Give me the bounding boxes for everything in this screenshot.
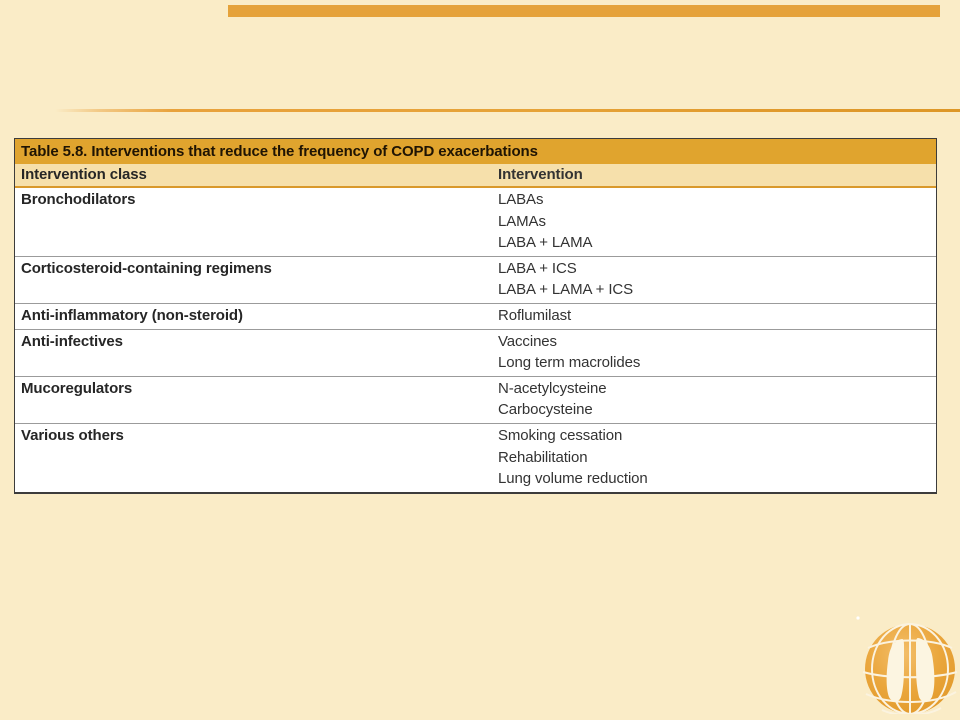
intervention-class-cell: Bronchodilators	[21, 191, 136, 208]
intervention-item: LABA + LAMA + ICS	[498, 281, 634, 299]
table-row: Anti-inflammatory (non-steroid) Roflumila…	[15, 302, 936, 329]
intervention-item: LABA + LAMA	[498, 234, 593, 252]
intervention-item: Rehabilitation	[498, 448, 588, 466]
table-body: Bronchodilators LABAs LAMAs LABA + LAMA Cort…	[15, 188, 936, 492]
intervention-cell: Smoking cessation Rehabilitation Lung volu…	[498, 425, 936, 490]
intervention-cell: Vaccines Long term macrolides	[498, 331, 936, 374]
intervention-item: Lung volume reduction	[498, 470, 648, 488]
column-header-intervention: Intervention	[498, 166, 583, 183]
intervention-item: N-acetylcysteine	[498, 379, 607, 397]
intervention-cell: Roflumilast	[498, 305, 936, 327]
slide-title-bar	[228, 5, 940, 17]
intervention-item: LAMAs	[498, 212, 546, 230]
table-header-row: Intervention class Intervention	[15, 164, 936, 188]
intervention-class-cell: Mucoregulators	[21, 379, 133, 397]
intervention-item: Vaccines	[498, 332, 557, 350]
intervention-cell: N-acetylcysteine Carbocysteine	[498, 378, 936, 421]
column-header-intervention-class: Intervention class	[21, 166, 147, 183]
table-row: Bronchodilators LABAs LAMAs LABA + LAMA	[15, 188, 936, 256]
intervention-class-cell: Anti-infectives	[21, 332, 123, 350]
table-title: Table 5.8. Interventions that reduce the…	[15, 139, 936, 164]
intervention-item: Carbocysteine	[498, 401, 593, 419]
intervention-cell: LABAs LAMAs LABA + LAMA	[498, 189, 936, 254]
intervention-cell: LABA + ICS LABA + LAMA + ICS	[498, 258, 936, 301]
intervention-class-cell: Anti-inflammatory (non-steroid)	[21, 306, 243, 324]
table-row: Mucoregulators N-acetylcysteine Carbocyste…	[15, 375, 936, 423]
gold-globe-lungs-logo	[856, 616, 958, 714]
intervention-item: Long term macrolides	[498, 354, 641, 372]
intervention-item: LABAs	[498, 191, 544, 208]
table-row: Various others Smoking cessation Rehabilit…	[15, 422, 936, 492]
table-row: Corticosteroid-containing regimens LABA +…	[15, 255, 936, 303]
intervention-item: Roflumilast	[498, 306, 572, 324]
intervention-item: Smoking cessation	[498, 426, 623, 444]
logo-speck	[856, 616, 860, 620]
table-row: Anti-infectives Vaccines Long term macroli…	[15, 328, 936, 376]
intervention-class-cell: Corticosteroid-containing regimens	[21, 259, 272, 277]
interventions-table: Table 5.8. Interventions that reduce the…	[14, 138, 937, 494]
intervention-class-cell: Various others	[21, 426, 124, 444]
accent-divider-line	[55, 109, 960, 112]
lungs-icon	[886, 638, 935, 702]
intervention-item: LABA + ICS	[498, 259, 577, 277]
